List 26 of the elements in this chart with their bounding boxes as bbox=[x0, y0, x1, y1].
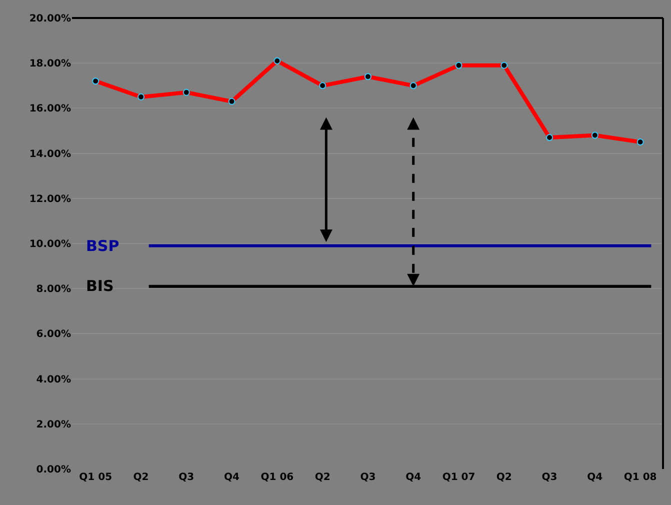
x-tick-label: Q4 bbox=[224, 472, 240, 483]
y-tick-label: 18.00% bbox=[29, 58, 71, 70]
x-tick-label: Q1 08 bbox=[624, 472, 657, 483]
y-tick-label: 8.00% bbox=[36, 284, 71, 296]
x-tick-label: Q2 bbox=[496, 472, 512, 483]
y-tick-label: 12.00% bbox=[29, 194, 71, 205]
y-tick-label: 2.00% bbox=[36, 419, 71, 430]
y-tick-label: 14.00% bbox=[29, 148, 71, 160]
x-tick-label: Q1 06 bbox=[260, 472, 294, 483]
ref-line-label: BSP bbox=[86, 237, 120, 255]
x-tick-label: Q4 bbox=[587, 472, 603, 483]
y-tick-label: 6.00% bbox=[36, 329, 71, 340]
x-tick-label: Q3 bbox=[360, 472, 376, 483]
x-tick-label: Q2 bbox=[314, 472, 330, 483]
x-tick-label: Q1 07 bbox=[442, 472, 476, 483]
y-tick-label: 4.00% bbox=[36, 374, 71, 386]
x-tick-label: Q4 bbox=[406, 472, 422, 483]
x-tick-label: Q2 bbox=[133, 472, 149, 483]
y-tick-label: 0.00% bbox=[36, 464, 71, 476]
y-tick-label: 10.00% bbox=[29, 239, 71, 250]
ref-line-label: BIS bbox=[86, 277, 114, 295]
y-tick-label: 16.00% bbox=[29, 104, 71, 115]
y-tick-label: 20.00% bbox=[29, 14, 71, 24]
x-tick-label: Q3 bbox=[178, 472, 194, 483]
x-tick-label: Q1 05 bbox=[79, 472, 112, 483]
x-tick-label: Q3 bbox=[542, 472, 558, 483]
